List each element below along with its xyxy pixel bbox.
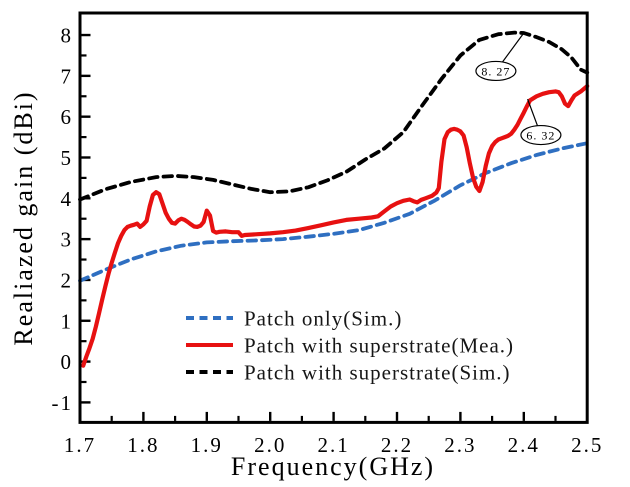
y-tick-label: 1 [61,309,74,333]
legend-item-label: Patch with superstrate(Sim.) [244,361,511,385]
legend-item-patch-only-sim: Patch only(Sim.) [186,307,402,331]
y-tick-label: 0 [61,350,74,374]
annotation-8-27: 8. 27 [475,32,525,82]
x-tick-label: 2.1 [317,433,349,457]
x-tick-label: 1.8 [127,433,159,457]
series-line-patch-only-sim [78,141,590,283]
y-tick-label: -1 [52,391,74,415]
plot-border [78,11,589,424]
callout-label: 8. 27 [481,64,510,78]
annotation-6-32: 6. 32 [520,98,562,146]
y-tick-label: 8 [61,24,74,48]
series-line-patch-with-superstrate-sim [78,30,590,202]
axis-tick-labels: 1.7 1.8 1.9 2.0 2.1 2.2 2.3 2.4 2.5 -1 0 1 2 3 4 5 6 7 8 [52,24,603,457]
legend-item-label: Patch only(Sim.) [244,307,402,331]
callout-label: 6. 32 [526,129,555,143]
x-tick-label: 1.9 [191,433,223,457]
y-axis-title: Realiazed gain (dBi) [9,90,38,345]
legend-item-patch-with-superstrate-sim: Patch with superstrate(Sim.) [186,361,511,385]
annotations: 8. 27 6. 32 [475,32,562,146]
x-tick-label: 2.5 [571,433,603,457]
y-tick-label: 2 [61,268,74,292]
x-axis-title: Frequency(GHz) [231,452,435,481]
data-series [78,30,590,368]
series-line-patch-with-superstrate-mea [81,83,590,368]
y-tick-label: 5 [61,146,74,170]
legend: Patch only(Sim.) Patch with superstrate(M… [186,307,514,385]
axis-ticks [78,33,589,421]
x-tick-label: 2.2 [381,433,413,457]
legend-item-label: Patch with superstrate(Mea.) [244,334,514,358]
y-tick-label: 6 [61,105,74,129]
y-tick-label: 3 [61,228,74,252]
callout-ellipse [520,124,562,146]
x-tick-label: 2.3 [444,433,476,457]
x-tick-label: 2.0 [254,433,286,457]
y-tick-label: 4 [61,187,74,211]
x-tick-label: 1.7 [64,433,96,457]
callout-ellipse [475,60,517,82]
legend-item-patch-with-superstrate-mea: Patch with superstrate(Mea.) [186,334,514,358]
x-tick-label: 2.4 [508,433,540,457]
y-tick-label: 7 [61,64,74,88]
